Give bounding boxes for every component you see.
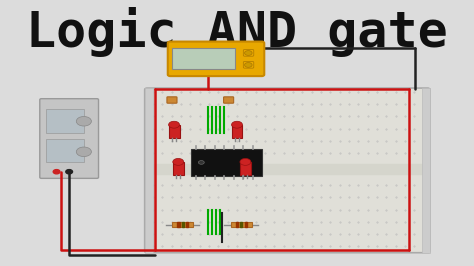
Circle shape xyxy=(53,170,60,174)
Circle shape xyxy=(245,51,252,55)
Bar xyxy=(236,222,238,227)
Bar xyxy=(186,222,188,227)
Bar xyxy=(182,222,184,227)
Circle shape xyxy=(76,117,91,126)
Bar xyxy=(169,125,180,138)
Bar xyxy=(46,109,84,133)
FancyBboxPatch shape xyxy=(167,97,177,103)
Circle shape xyxy=(169,121,180,128)
Text: Logic AND gate: Logic AND gate xyxy=(26,7,448,57)
Circle shape xyxy=(240,159,251,165)
FancyBboxPatch shape xyxy=(224,97,234,103)
Bar xyxy=(231,222,252,227)
FancyBboxPatch shape xyxy=(168,41,264,76)
Bar xyxy=(145,88,153,253)
Bar xyxy=(147,164,428,174)
Circle shape xyxy=(173,159,184,165)
Circle shape xyxy=(199,161,204,164)
Bar xyxy=(191,149,262,176)
Circle shape xyxy=(66,170,73,174)
FancyBboxPatch shape xyxy=(145,88,430,253)
FancyBboxPatch shape xyxy=(243,49,254,56)
Circle shape xyxy=(245,63,252,67)
Bar xyxy=(245,222,246,227)
Bar xyxy=(422,88,430,253)
FancyBboxPatch shape xyxy=(40,99,99,178)
Bar xyxy=(231,125,243,138)
Bar xyxy=(172,48,235,69)
FancyBboxPatch shape xyxy=(243,61,254,68)
Bar xyxy=(172,222,193,227)
Bar xyxy=(240,163,251,175)
Bar xyxy=(46,139,84,163)
Bar xyxy=(240,222,243,227)
Bar xyxy=(177,222,180,227)
Circle shape xyxy=(76,147,91,157)
Circle shape xyxy=(231,121,243,128)
Bar xyxy=(173,163,184,175)
